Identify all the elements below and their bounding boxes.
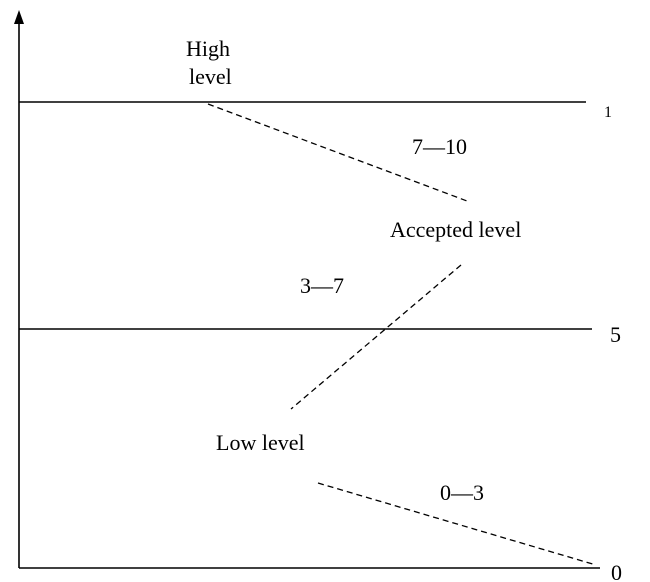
high-level-label-line1: High bbox=[186, 36, 230, 61]
axis-mark-middle: 5 bbox=[610, 322, 621, 347]
y-axis-arrow bbox=[14, 10, 24, 24]
dashed-connector-lower bbox=[317, 482, 597, 566]
range-label-upper: 7—10 bbox=[412, 134, 467, 159]
range-label-middle: 3—7 bbox=[300, 273, 344, 298]
axis-mark-top: 1 bbox=[604, 104, 612, 121]
accepted-level-label: Accepted level bbox=[390, 217, 521, 242]
axis-mark-bottom: 0 bbox=[611, 560, 622, 582]
high-level-label-line2: level bbox=[189, 64, 232, 89]
dashed-connector-upper bbox=[207, 103, 468, 202]
dashed-connector-middle bbox=[290, 264, 462, 410]
range-label-lower: 0—3 bbox=[440, 480, 484, 505]
low-level-label: Low level bbox=[216, 430, 305, 455]
